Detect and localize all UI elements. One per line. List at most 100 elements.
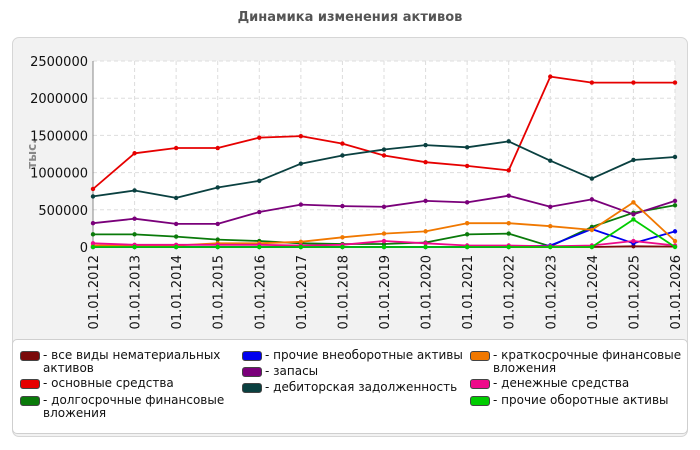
legend-label: - прочие оборотные активы bbox=[493, 393, 669, 407]
data-point bbox=[132, 216, 137, 221]
y-axis-label: тыс. bbox=[25, 139, 39, 168]
data-point bbox=[631, 212, 636, 217]
data-point bbox=[381, 153, 387, 158]
data-point bbox=[506, 193, 511, 198]
data-point bbox=[215, 185, 220, 190]
x-tick-label: 01.01.2020 bbox=[420, 255, 435, 329]
x-tick-label: 01.01.2013 bbox=[129, 255, 144, 329]
data-point bbox=[215, 244, 220, 250]
data-point bbox=[381, 204, 387, 210]
data-point bbox=[631, 217, 636, 222]
x-tick-label: 01.01.2018 bbox=[336, 255, 351, 329]
data-point bbox=[631, 238, 636, 244]
legend-swatch bbox=[20, 379, 40, 389]
x-tick-label: 01.01.2016 bbox=[253, 255, 268, 329]
data-point bbox=[257, 244, 262, 250]
legend-swatch bbox=[20, 351, 40, 361]
data-point bbox=[90, 244, 96, 250]
data-point bbox=[90, 194, 96, 199]
data-point bbox=[298, 161, 304, 166]
data-point bbox=[672, 198, 678, 204]
data-point bbox=[215, 237, 220, 242]
x-tick-label: 01.01.2017 bbox=[295, 255, 310, 329]
legend-swatch bbox=[20, 396, 40, 406]
data-point bbox=[257, 135, 262, 140]
data-point bbox=[548, 158, 553, 163]
data-point bbox=[548, 74, 553, 79]
data-point bbox=[173, 145, 179, 151]
data-point bbox=[548, 204, 553, 210]
legend-label: - долгосрочные финансовые вложения bbox=[43, 393, 225, 420]
legend-label: - все виды нематериальных активов bbox=[43, 348, 221, 375]
data-point bbox=[672, 203, 678, 208]
legend-label: - прочие внеоборотные активы bbox=[265, 348, 463, 362]
data-point bbox=[340, 203, 345, 209]
x-tick-label: 01.01.2019 bbox=[378, 255, 393, 329]
data-point bbox=[548, 244, 553, 250]
data-point bbox=[506, 168, 511, 173]
x-tick-label: 01.01.2015 bbox=[212, 255, 227, 329]
legend-item-long-term-investments: - долгосрочные финансовые вложения bbox=[20, 394, 232, 420]
data-point bbox=[548, 223, 553, 229]
legend-item-cash: - денежные средства bbox=[470, 377, 682, 390]
y-tick-label: 1500000 bbox=[30, 129, 88, 144]
x-tick-label: 01.01.2026 bbox=[669, 255, 684, 329]
data-point bbox=[464, 232, 470, 237]
data-point bbox=[589, 176, 595, 181]
data-point bbox=[464, 220, 470, 226]
data-point bbox=[298, 239, 304, 244]
x-tick-label: 01.01.2025 bbox=[627, 255, 642, 329]
legend-item-receivables: - дебиторская задолженность bbox=[242, 381, 470, 394]
data-point bbox=[631, 157, 636, 163]
legend-swatch bbox=[470, 396, 490, 406]
data-point bbox=[340, 244, 345, 250]
data-point bbox=[340, 141, 345, 146]
data-point bbox=[340, 235, 345, 240]
data-point bbox=[672, 244, 678, 250]
data-point bbox=[340, 153, 345, 158]
y-tick-label: 500000 bbox=[38, 204, 88, 219]
y-tick-label: 2000000 bbox=[30, 92, 88, 107]
data-point bbox=[506, 139, 511, 144]
data-point bbox=[173, 221, 179, 227]
legend-label: - запасы bbox=[265, 364, 319, 378]
y-tick-label: 0 bbox=[80, 241, 88, 256]
data-point bbox=[506, 231, 511, 236]
chart-title: Динамика изменения активов bbox=[237, 10, 463, 25]
data-point bbox=[672, 229, 678, 234]
data-point bbox=[173, 234, 179, 239]
legend-swatch bbox=[470, 379, 490, 389]
data-point bbox=[506, 220, 511, 226]
y-tick-label: 2500000 bbox=[30, 55, 88, 70]
data-point bbox=[132, 232, 137, 237]
legend-swatch bbox=[470, 351, 490, 361]
data-point bbox=[589, 197, 595, 202]
data-point bbox=[298, 202, 304, 207]
x-tick-label: 01.01.2021 bbox=[461, 255, 476, 329]
data-point bbox=[506, 244, 511, 250]
data-point bbox=[381, 244, 387, 250]
data-point bbox=[672, 154, 678, 160]
data-point bbox=[90, 241, 96, 246]
legend-swatch bbox=[242, 367, 262, 377]
data-point bbox=[423, 229, 428, 234]
legend-swatch bbox=[242, 351, 262, 361]
data-point bbox=[381, 231, 387, 236]
legend-swatch bbox=[242, 383, 262, 393]
x-tick-label: 01.01.2022 bbox=[503, 255, 518, 329]
data-point bbox=[464, 163, 470, 169]
data-point bbox=[381, 238, 387, 244]
data-point bbox=[90, 232, 96, 237]
legend-item-intangible-assets: - все виды нематериальных активов bbox=[20, 349, 232, 375]
y-tick-label: 1000000 bbox=[30, 167, 88, 182]
legend-item-short-term-investments: - краткосрочные финансовые вложения bbox=[470, 349, 682, 375]
chart-legend: - все виды нематериальных активов - осно… bbox=[12, 339, 688, 434]
legend-label: - краткосрочные финансовые вложения bbox=[493, 348, 682, 375]
legend-label: - денежные средства bbox=[493, 376, 630, 390]
data-point bbox=[423, 241, 428, 246]
data-point bbox=[589, 227, 595, 233]
legend-item-inventories: - запасы bbox=[242, 365, 470, 378]
legend-item-other-current-assets: - прочие оборотные активы bbox=[470, 394, 682, 407]
data-point bbox=[381, 147, 387, 152]
data-point bbox=[298, 244, 304, 250]
